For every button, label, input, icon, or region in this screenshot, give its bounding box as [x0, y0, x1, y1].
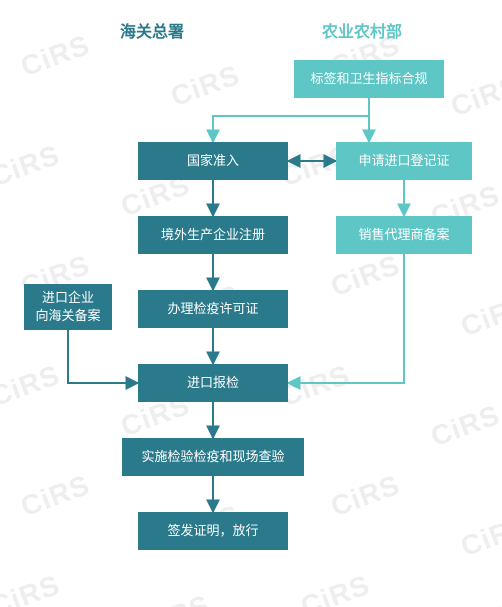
watermark-text: CiRS: [437, 599, 502, 607]
watermark-text: CiRS: [427, 399, 502, 453]
header-customs: 海关总署: [120, 18, 184, 42]
header-agriculture: 农业农村部: [322, 18, 402, 42]
node-n_foreign: 境外生产企业注册: [138, 216, 288, 254]
node-n_entry: 国家准入: [138, 142, 288, 180]
node-n_inspect: 实施检验检疫和现场查验: [122, 438, 304, 476]
watermark-text: CiRS: [447, 69, 502, 123]
watermark-text: CiRS: [457, 289, 502, 343]
watermark-text: CiRS: [0, 359, 64, 413]
node-n_label: 标签和卫生指标合规: [294, 60, 444, 98]
node-n_declare: 进口报检: [138, 364, 288, 402]
node-n_apply: 申请进口登记证: [336, 142, 472, 180]
watermark-text: CiRS: [277, 359, 355, 413]
watermark-text: CiRS: [457, 509, 502, 563]
node-n_agent: 销售代理商备案: [336, 216, 472, 254]
watermark-text: CiRS: [17, 469, 95, 523]
node-n_permit: 办理检疫许可证: [138, 290, 288, 328]
watermark-text: CiRS: [327, 469, 405, 523]
watermark-text: CiRS: [137, 589, 215, 607]
watermark-text: CiRS: [327, 249, 405, 303]
watermark-text: CiRS: [17, 29, 95, 83]
node-n_importer: 进口企业 向海关备案: [24, 284, 112, 330]
watermark-text: CiRS: [0, 569, 64, 607]
watermark-text: CiRS: [0, 139, 64, 193]
node-n_release: 签发证明，放行: [138, 512, 288, 550]
watermark-text: CiRS: [167, 59, 245, 113]
watermark-text: CiRS: [297, 569, 375, 607]
